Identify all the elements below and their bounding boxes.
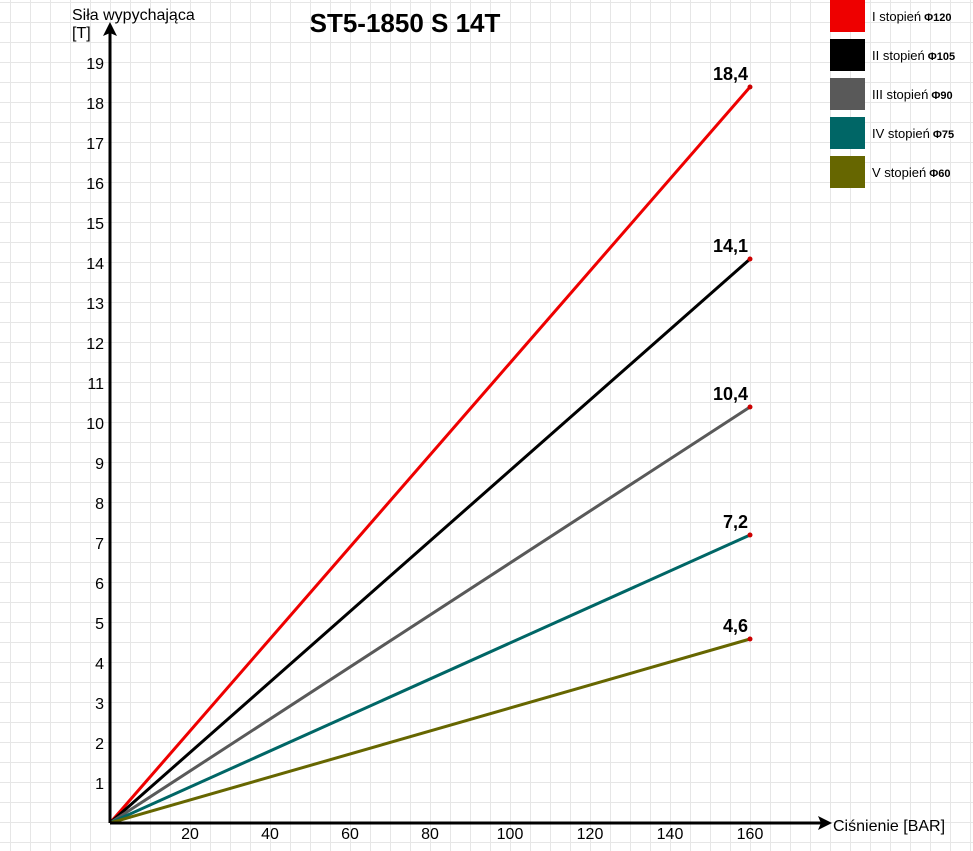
legend-series-name: II stopień [872,47,925,63]
legend-item: III stopień Φ90 [830,78,953,110]
legend-series-name: V stopień [872,164,927,180]
legend-diameter: Φ105 [927,50,956,63]
x-tick-label: 140 [657,826,684,843]
legend-label: I stopień Φ120 [872,9,952,24]
legend-swatch [830,78,865,110]
legend-label: IV stopień Φ75 [872,126,954,141]
y-tick-label: 12 [86,336,104,353]
legend-swatch [830,0,865,32]
y-tick-label: 11 [87,376,104,393]
x-tick-label: 60 [341,826,359,843]
series-line [108,86,752,824]
y-tick-label: 14 [86,256,104,273]
series-end-point [747,256,753,262]
legend-item: V stopień Φ60 [830,156,950,188]
data-label: 4,6 [723,616,748,636]
series-end-point [747,636,753,642]
x-tick-label: 120 [577,826,604,843]
x-tick-label: 80 [421,826,439,843]
y-tick-label: 10 [86,416,104,433]
legend-diameter: Φ60 [929,167,951,180]
legend-item: II stopień Φ105 [830,39,955,71]
y-tick-label: 6 [95,576,104,593]
series-line [109,405,751,825]
y-axis-arrow [103,22,117,36]
y-tick-label: 18 [86,96,104,113]
y-axis-unit: [T] [72,25,91,42]
y-tick-label: 2 [95,736,104,753]
legend-swatch [830,117,865,149]
legend-diameter: Φ75 [932,128,955,141]
legend-label: II stopień Φ105 [872,48,955,63]
chart-title: ST5-1850 S 14T [310,8,501,38]
legend-label: III stopień Φ90 [872,87,953,102]
y-tick-label: 5 [95,616,104,633]
x-tick-labels: 20 40 60 80 100 120 140 160 [181,826,763,843]
legend-diameter: Φ120 [924,11,952,24]
y-tick-label: 1 [95,776,104,793]
legend-label: V stopień Φ60 [872,165,950,180]
y-tick-label: 13 [86,296,104,313]
legend-item: I stopień Φ120 [830,0,952,32]
y-tick-label: 19 [86,56,104,73]
x-axis-arrow [818,816,832,830]
legend-series-name: III stopień [872,86,929,102]
series-line [109,637,751,825]
y-tick-label: 8 [95,496,104,513]
data-label: 14,1 [713,236,748,256]
x-tick-label: 160 [737,826,764,843]
y-tick-label: 16 [86,176,104,193]
legend-series-name: IV stopień [872,125,930,141]
series-line [109,533,751,825]
data-label: 7,2 [723,512,748,532]
series-lines [108,84,753,825]
data-label: 10,4 [713,384,748,404]
x-tick-label: 40 [261,826,279,843]
x-tick-label: 20 [181,826,199,843]
series-end-point [747,532,753,538]
y-tick-label: 4 [95,656,104,673]
legend-swatch [830,156,865,188]
legend-series-name: I stopień [872,8,922,24]
series-end-point [747,404,753,410]
legend-item: IV stopień Φ75 [830,117,954,149]
y-tick-label: 15 [86,216,104,233]
series-end-point [747,84,753,90]
x-axis-label: Ciśnienie [BAR] [833,818,945,835]
end-labels: 18,4 14,1 10,4 7,2 4,6 [713,64,748,636]
y-tick-label: 9 [95,456,104,473]
y-axis-label: Siła wypychająca [72,7,195,24]
legend-diameter: Φ90 [931,89,953,102]
legend-swatch [830,39,865,71]
x-tick-label: 100 [497,826,524,843]
y-tick-label: 17 [86,136,104,153]
series-line [109,257,751,825]
y-tick-label: 3 [95,696,104,713]
data-label: 18,4 [713,64,748,84]
axes [103,22,832,830]
y-tick-label: 7 [95,536,104,553]
